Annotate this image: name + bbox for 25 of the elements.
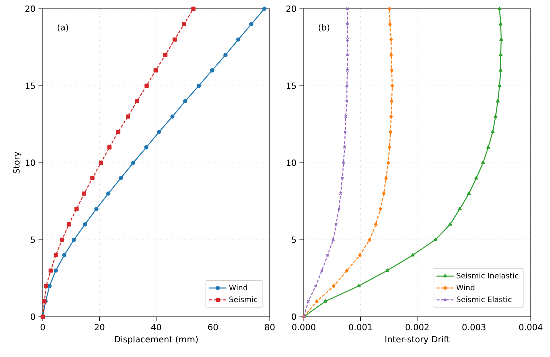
x-tick-label: 0.000: [292, 324, 316, 331]
y-tick-label: 0: [292, 314, 296, 320]
y-tick-label: 10: [286, 160, 296, 166]
x-axis-title: Inter-story Drift: [386, 336, 450, 344]
y-tick-label: 20: [286, 6, 296, 12]
x-tick-label: 80: [265, 324, 275, 331]
x-tick-label: 0.001: [349, 324, 372, 331]
y-tick-label: 5: [292, 236, 296, 244]
y-tick-label: 15: [286, 82, 296, 90]
x-axis-title: Displacement (mm): [115, 336, 198, 344]
x-tick-label: 0.004: [519, 324, 543, 331]
x-tick-label: 0: [40, 324, 46, 331]
x-tick-label: 0.003: [462, 324, 486, 331]
y-tick-label: 0: [31, 314, 36, 320]
y-tick-label: 15: [26, 82, 36, 90]
annotation: (b): [318, 24, 330, 32]
y-tick-label: 20: [26, 6, 36, 12]
x-tick-label: 0.002: [406, 324, 429, 331]
y-tick-label: 10: [26, 160, 36, 166]
x-tick-label: 20: [94, 324, 105, 331]
y-axis-title: Story: [13, 152, 22, 174]
annotation: (a): [58, 24, 68, 32]
y-tick-label: 5: [31, 236, 36, 244]
x-tick-label: 60: [208, 324, 218, 331]
x-tick-label: 40: [151, 324, 162, 331]
